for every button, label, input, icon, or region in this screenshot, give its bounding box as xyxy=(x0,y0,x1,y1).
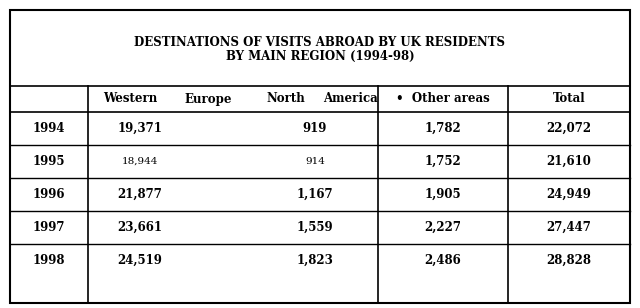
Text: BY MAIN REGION (1994-98): BY MAIN REGION (1994-98) xyxy=(226,50,414,63)
Text: 1997: 1997 xyxy=(33,221,65,234)
Text: 1996: 1996 xyxy=(33,188,65,201)
Text: 27,447: 27,447 xyxy=(547,221,591,234)
Text: 1,823: 1,823 xyxy=(296,254,333,267)
Text: 1,905: 1,905 xyxy=(425,188,461,201)
Text: 1,752: 1,752 xyxy=(424,155,461,168)
Text: 24,949: 24,949 xyxy=(547,188,591,201)
Text: Total: Total xyxy=(553,92,586,106)
Text: North: North xyxy=(267,92,305,106)
Text: 23,661: 23,661 xyxy=(118,221,163,234)
Text: 1998: 1998 xyxy=(33,254,65,267)
Text: 22,072: 22,072 xyxy=(547,122,591,135)
Text: 1994: 1994 xyxy=(33,122,65,135)
Text: 24,519: 24,519 xyxy=(118,254,163,267)
Text: DESTINATIONS OF VISITS ABROAD BY UK RESIDENTS: DESTINATIONS OF VISITS ABROAD BY UK RESI… xyxy=(134,35,506,48)
Text: 2,227: 2,227 xyxy=(424,221,461,234)
Text: 914: 914 xyxy=(305,157,325,166)
Text: 1,782: 1,782 xyxy=(424,122,461,135)
Text: Western: Western xyxy=(103,92,157,106)
Text: 28,828: 28,828 xyxy=(547,254,591,267)
Text: 919: 919 xyxy=(303,122,327,135)
Text: 18,944: 18,944 xyxy=(122,157,158,166)
Text: 21,877: 21,877 xyxy=(118,188,163,201)
Text: 1995: 1995 xyxy=(33,155,65,168)
Text: •  Other areas: • Other areas xyxy=(396,92,490,106)
Text: 19,371: 19,371 xyxy=(118,122,163,135)
Text: 1,167: 1,167 xyxy=(297,188,333,201)
Text: 21,610: 21,610 xyxy=(547,155,591,168)
Text: 1,559: 1,559 xyxy=(297,221,333,234)
Text: 2,486: 2,486 xyxy=(424,254,461,267)
Text: Europe: Europe xyxy=(184,92,232,106)
Text: America: America xyxy=(323,92,378,106)
